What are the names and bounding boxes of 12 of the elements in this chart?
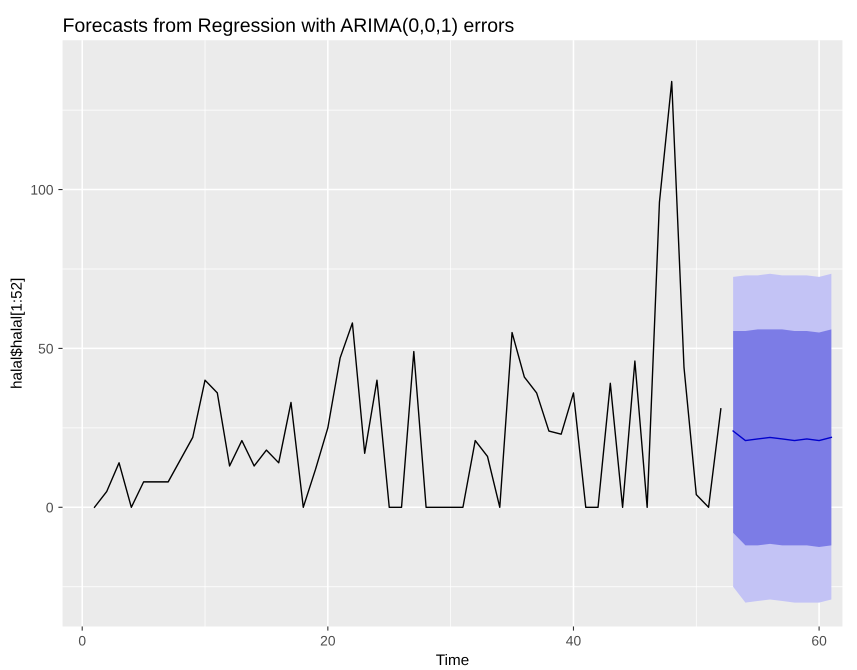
y-tick-label: 0 bbox=[46, 502, 53, 512]
chart-title: Forecasts from Regression with ARIMA(0,0,1) errors bbox=[64, 18, 514, 36]
line-series bbox=[732, 430, 832, 442]
x-tick-label: 20 bbox=[320, 636, 336, 646]
x-tick-label: 40 bbox=[566, 636, 581, 646]
x-tick-label: 60 bbox=[812, 636, 826, 646]
y-tick-label: 50 bbox=[38, 344, 53, 354]
line-series bbox=[94, 80, 722, 508]
y-tick-label: 100 bbox=[31, 184, 53, 195]
x-tick-label: 0 bbox=[78, 636, 86, 646]
y-axis-title: halal$halal[1:52] bbox=[10, 278, 25, 388]
x-axis-title: Time bbox=[436, 654, 469, 666]
